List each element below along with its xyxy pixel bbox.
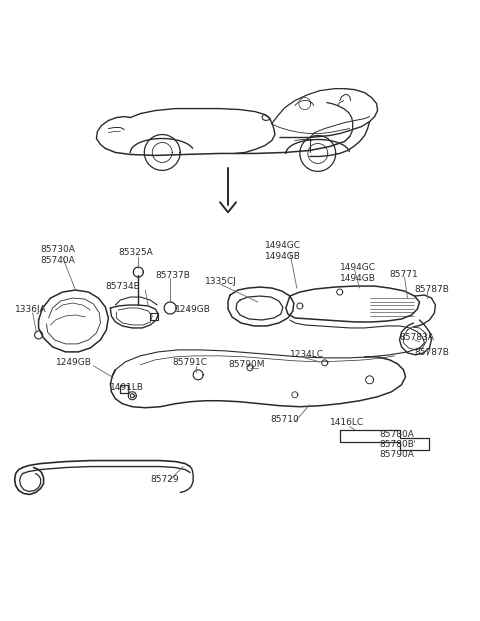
Text: 85780A
85780B
85790A: 85780A 85780B 85790A <box>380 430 414 460</box>
Text: 85730A
85740A: 85730A 85740A <box>41 245 75 265</box>
Text: 1494GC
1494GB: 1494GC 1494GB <box>265 241 301 261</box>
Text: 1335CJ: 1335CJ <box>205 277 237 286</box>
Text: 85790M: 85790M <box>228 360 264 369</box>
Text: 85710: 85710 <box>270 415 299 424</box>
Text: 85771: 85771 <box>390 270 418 279</box>
Text: 85791C: 85791C <box>172 358 207 367</box>
Text: 85783A: 85783A <box>399 333 434 342</box>
Text: 1249GB: 1249GB <box>175 305 211 314</box>
Text: 85737B: 85737B <box>155 271 190 280</box>
Text: 85325A: 85325A <box>119 248 153 257</box>
Text: 85729: 85729 <box>150 474 179 484</box>
Text: 85787B: 85787B <box>415 285 449 294</box>
Text: 1234LC: 1234LC <box>290 350 324 359</box>
Text: 1491LB: 1491LB <box>110 383 144 392</box>
Text: 1416LC: 1416LC <box>330 418 364 427</box>
Text: 85734B: 85734B <box>106 282 140 291</box>
Text: 1249GB: 1249GB <box>56 358 91 367</box>
Text: 1494GC
1494GB: 1494GC 1494GB <box>340 263 376 283</box>
Text: 85787B: 85787B <box>415 348 449 357</box>
Text: 1336JA: 1336JA <box>15 305 46 314</box>
